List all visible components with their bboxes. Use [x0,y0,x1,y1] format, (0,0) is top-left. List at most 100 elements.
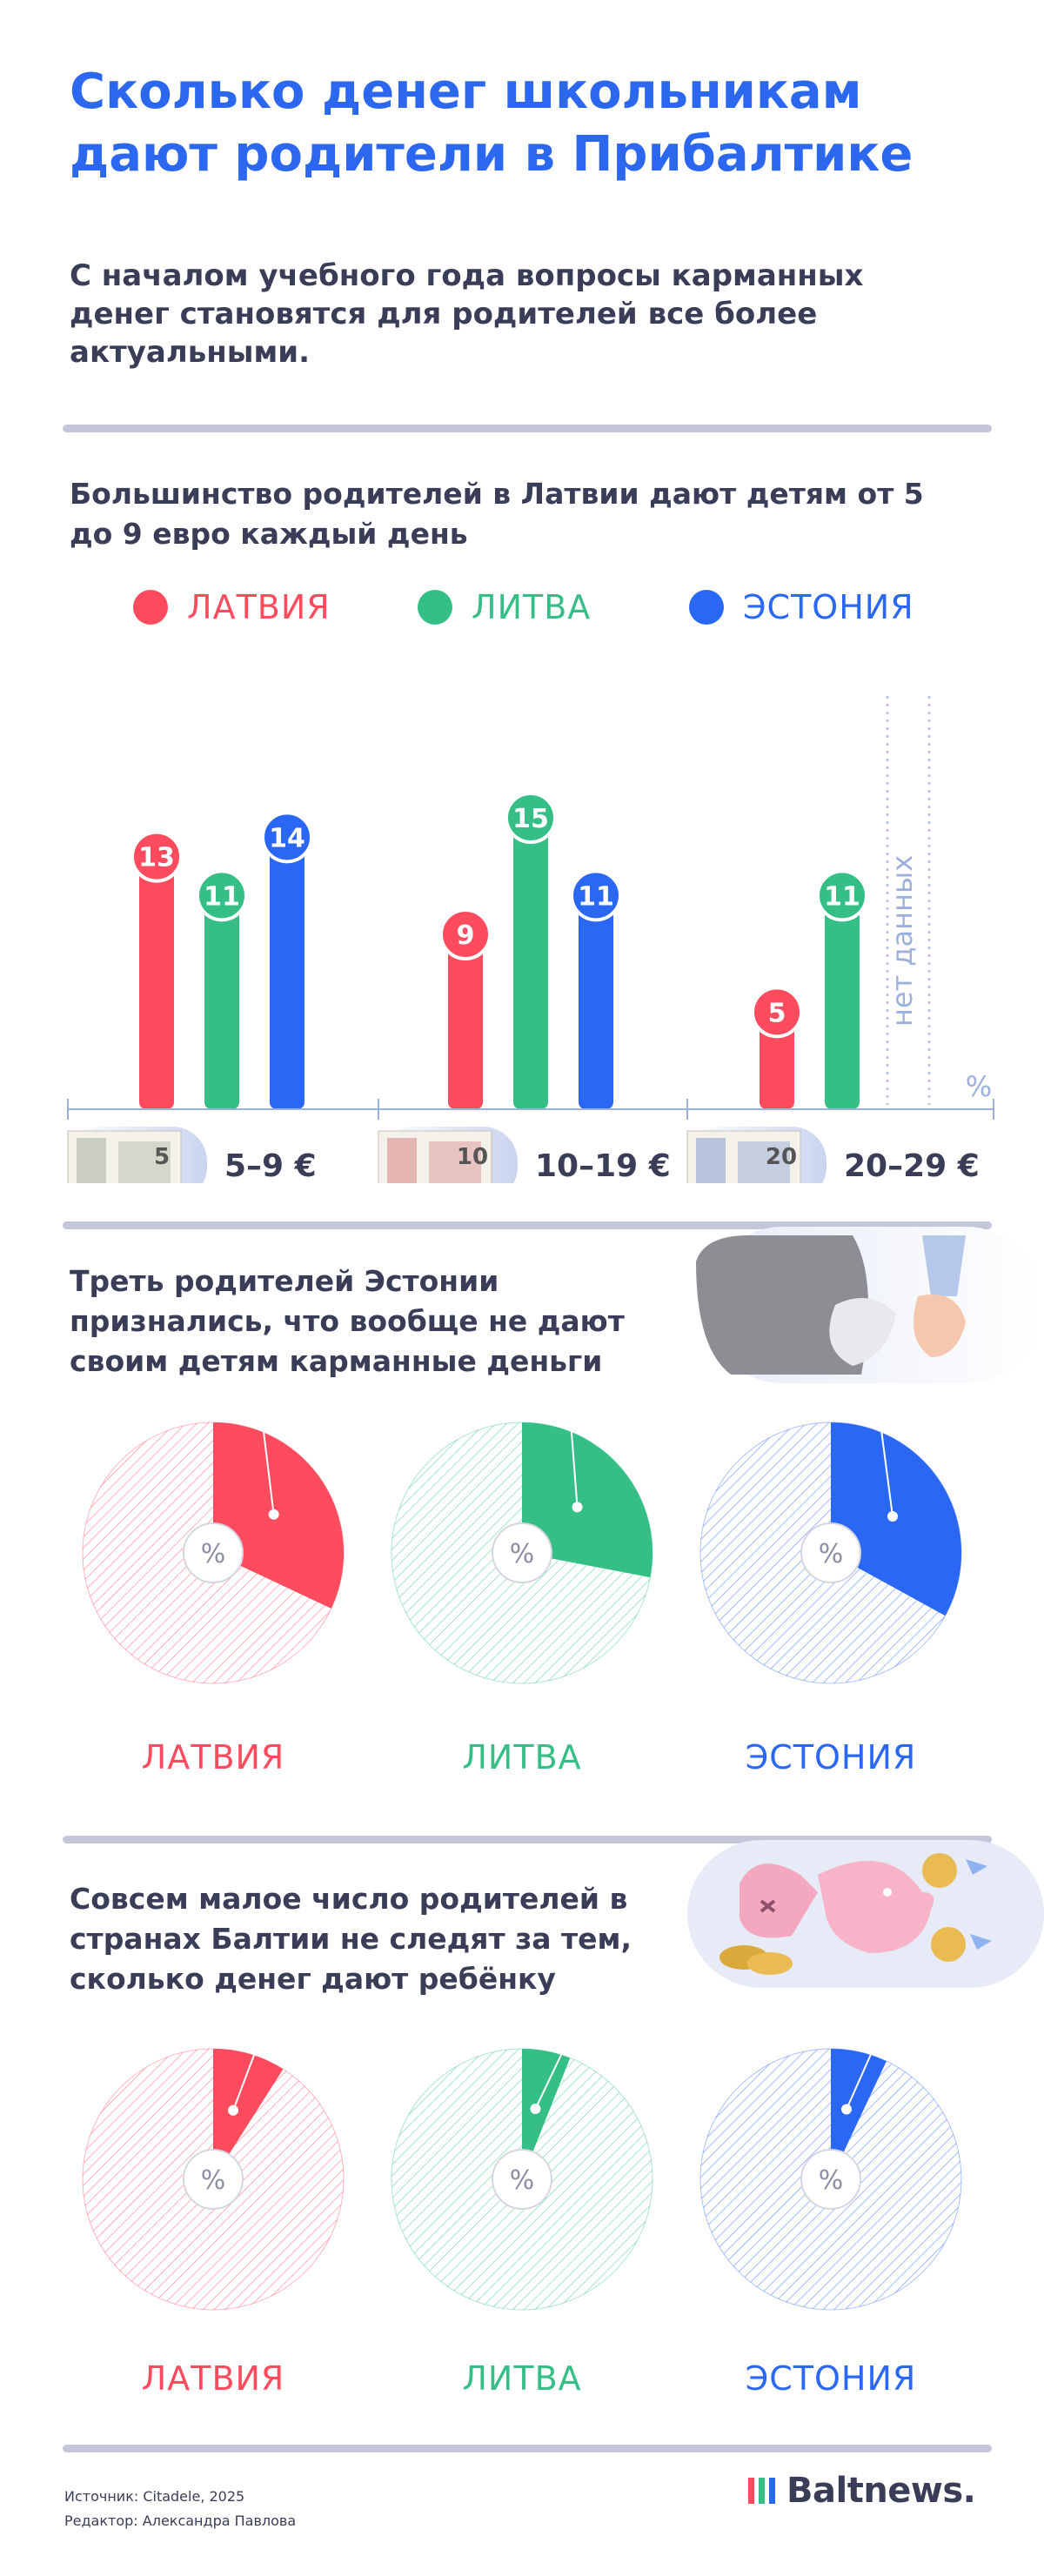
pie1-label-estonia: ЭСТОНИЯ [745,1738,917,1776]
pie-pointer-line [232,2036,262,2111]
banknote-detail [77,1138,106,1183]
pie-value-label: 28 [573,1409,614,1415]
pie-value-label: 33 [882,1409,923,1415]
legend: ЛАТВИЯ ЛИТВА ЭСТОНИЯ [0,581,1044,633]
section1-title: Большинство родителей в Латвии дают детя… [70,477,924,551]
pie-center-label: % [819,2165,844,2196]
section2-title: Треть родителей Эстонии признались, что … [70,1264,625,1378]
pie-center [800,1522,861,1583]
pie-row-2: 9%6%7% [82,2036,962,2311]
pie-0: 32% [82,1409,345,1684]
pie-center-label: % [819,1539,844,1569]
bar-1-2 [579,895,613,1109]
bar-0-0 [139,856,174,1109]
bar-value-label: 11 [204,881,240,912]
pie-value-label: 9 [264,2036,285,2041]
no-data-label: нет данных [886,855,919,1027]
pie-value-label: 7 [882,2036,903,2041]
section3-title: Совсем малое число родителей в странах Б… [70,1882,632,1996]
legend-dot-lithuania [418,590,452,625]
pie-pointer-dot [228,2104,239,2116]
pie-slice [522,1422,652,1578]
pie-row-1: 32%28%33% [82,1409,962,1684]
bar-2-1 [825,895,860,1109]
banknote-detail [738,1141,790,1183]
bar-chart: 13 11 14 9 15 11 5 11 нет данных% 5 5–9 € 10 10–19 €… [67,696,994,1183]
legend-item-estonia: ЭСТОНИЯ [689,581,914,633]
intro-text: С началом учебного года вопросы карманны… [70,258,864,370]
banknote-detail [429,1141,481,1183]
broken-piggy-bank-illustration [687,1840,1044,1988]
baltnews-bars-icon [748,2478,775,2504]
pie-center [183,1522,244,1583]
pie-value-label: 6 [573,2036,594,2041]
banknote-detail [118,1141,171,1183]
divider-1 [63,425,992,432]
editor-text: Редактор: Александра Павлова [64,2512,297,2529]
bar-value-label: 9 [457,920,475,951]
banknote-detail [696,1138,726,1183]
source-text: Источник: Citadele, 2025 [64,2488,245,2505]
pie-pointer-line [569,1409,579,1508]
category-pill-1: 10 10–19 € [378,1127,671,1183]
pie-pointer-dot [887,1511,899,1522]
bar-badge-0-0 [130,830,183,883]
pie-pointer-dot [572,1502,583,1513]
bar-badge-1-2 [570,869,622,922]
bar-0-2 [270,837,304,1109]
pie-slice [213,2049,284,2179]
pie-center-label: % [510,1539,535,1569]
pie-pointer-line [534,2036,571,2110]
brand-logo[interactable]: Baltnews. [748,2471,976,2511]
pie1-label-latvia: ЛАТВИЯ [141,1738,285,1776]
pie-pointer-dot [530,2103,541,2114]
bar-value-label: 13 [138,843,175,873]
legend-label-estonia: ЭСТОНИЯ [743,588,914,626]
bar-value-label: 14 [269,823,305,853]
divider-3 [63,1836,992,1843]
pie-center-label: % [201,2165,226,2196]
category-label: 10–19 € [535,1148,671,1183]
pie-center-label: % [510,2165,535,2196]
banknote-denomination: 5 [154,1144,170,1170]
brand-name: Baltnews. [786,2471,976,2511]
pie-center [492,1522,552,1583]
legend-label-latvia: ЛАТВИЯ [187,588,331,626]
category-label: 20–29 € [844,1148,980,1183]
pie-pointer-line [260,1409,275,1515]
pie-slice [522,2049,571,2179]
legend-item-latvia: ЛАТВИЯ [133,581,331,633]
bar-badge-2-0 [751,986,803,1039]
pie-0: 9% [82,2036,345,2311]
pie2-label-lithuania: ЛИТВА [462,2359,582,2398]
empty-pocket-illustration [696,1227,1044,1383]
banknote-detail [387,1138,417,1183]
bar-badge-0-1 [196,869,248,922]
category-label: 5–9 € [224,1148,317,1183]
divider-2 [63,1221,992,1229]
bar-badge-1-1 [505,792,557,844]
category-pill-2: 20 20–29 € [686,1127,980,1183]
page-title: Сколько денег школьникам дают родители в… [70,64,914,183]
pie-center [800,2149,861,2210]
category-pill-0: 5 5–9 € [67,1127,317,1183]
pie-2: 7% [699,2036,962,2311]
axis-unit-label: % [966,1070,992,1103]
bar-value-label: 15 [512,804,549,834]
pie-center [492,2149,552,2210]
pie-center [183,2149,244,2210]
legend-dot-estonia [689,590,724,625]
legend-label-lithuania: ЛИТВА [472,588,592,626]
pie2-label-latvia: ЛАТВИЯ [141,2359,285,2398]
banknote-denomination: 10 [457,1144,488,1170]
pie1-label-lithuania: ЛИТВА [462,1738,582,1776]
pie-2: 33% [699,1409,962,1684]
legend-dot-latvia [133,590,168,625]
pie-pointer-dot [840,2104,852,2115]
bar-1-0 [448,934,483,1109]
pie-slice [831,2049,887,2179]
banknote-denomination: 20 [766,1144,797,1170]
divider-4 [63,2445,992,2452]
pie-pointer-line [846,2036,880,2110]
bar-value-label: 5 [768,998,786,1028]
